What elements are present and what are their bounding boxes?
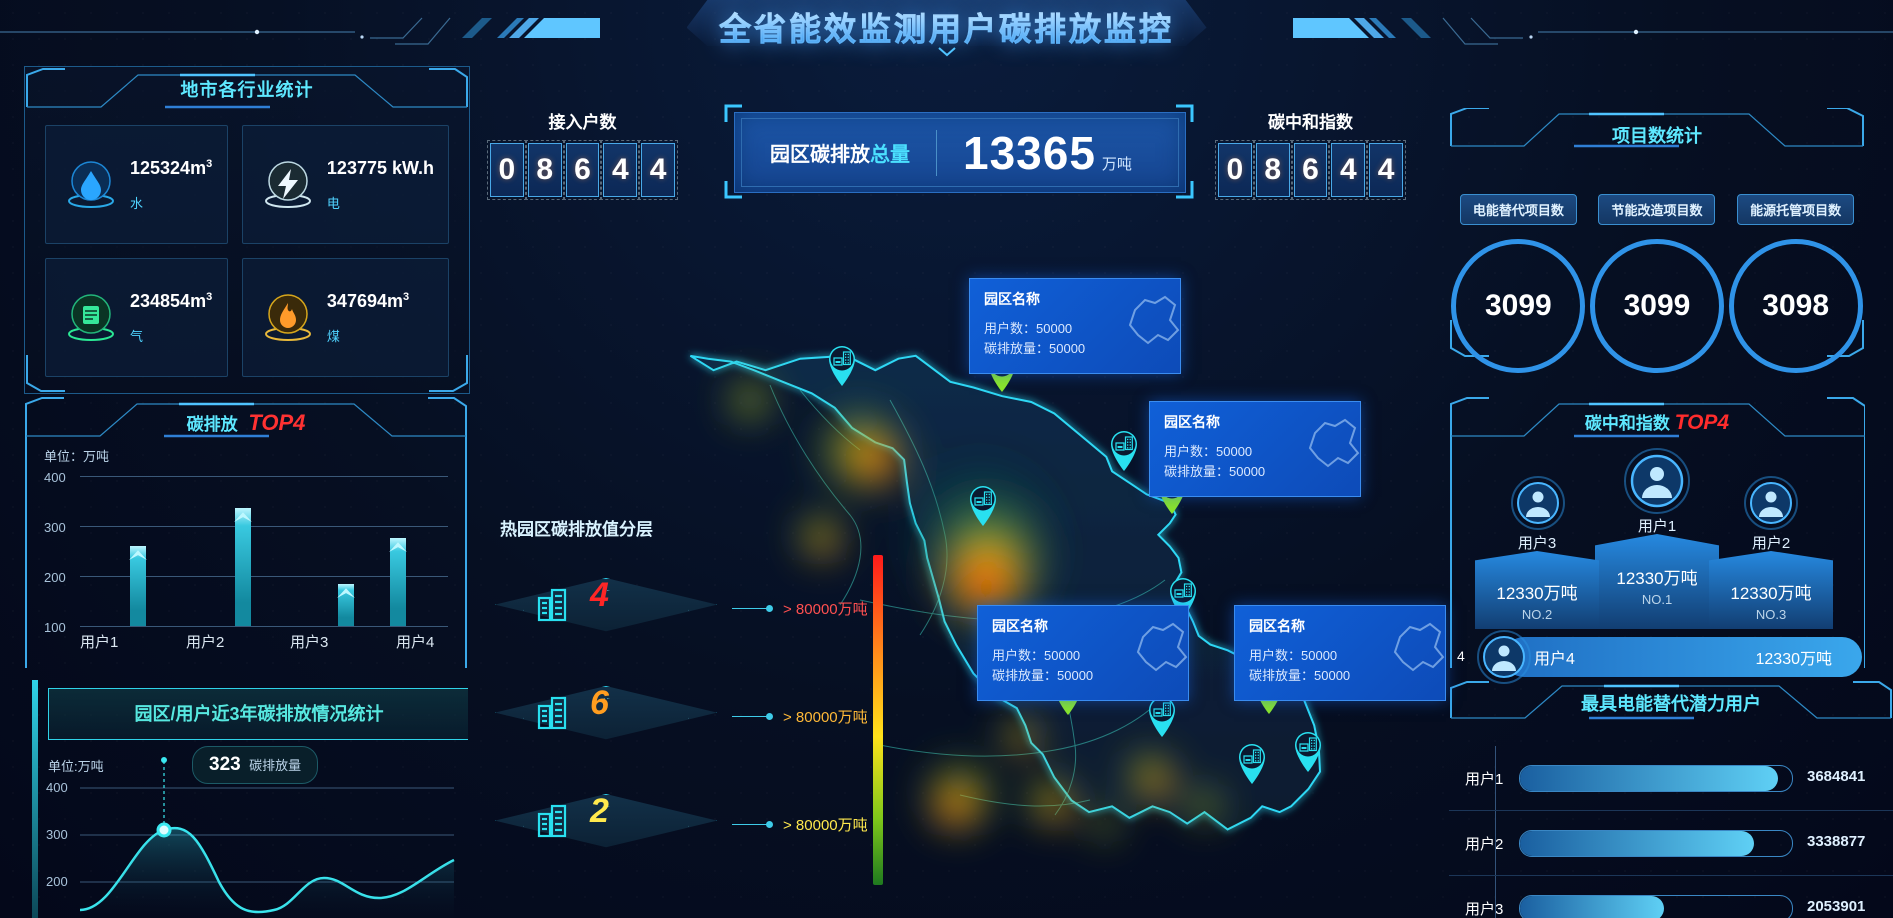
svg-text:400: 400 bbox=[46, 780, 68, 795]
svg-text:200: 200 bbox=[46, 874, 68, 889]
svg-text:300: 300 bbox=[46, 827, 68, 842]
